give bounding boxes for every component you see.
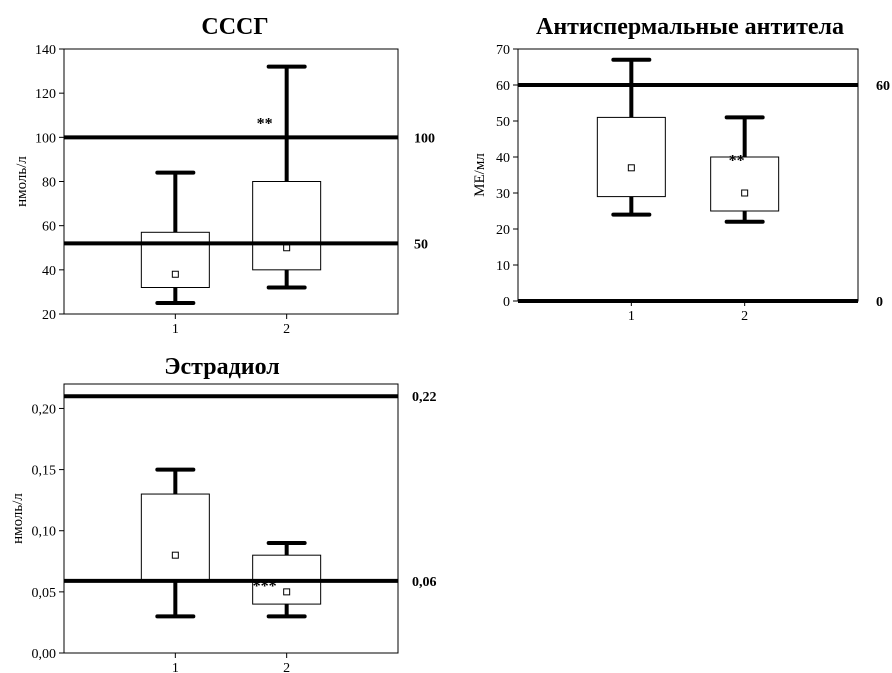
reference-line-label: 50 [414,237,428,252]
x-tick-label: 1 [628,309,635,324]
iqr-box [596,116,666,198]
box-1 [140,170,210,305]
median-marker [627,164,635,172]
x-tick-label: 1 [172,322,179,337]
reference-line-label: 0 [876,295,883,310]
y-tick-label: 20 [42,308,56,323]
y-tick-label: 0 [503,295,510,310]
y-tick-label: 0,05 [32,586,57,601]
iqr-box [140,493,210,581]
significance-annotation: ** [729,152,745,169]
reference-line-label: 0,06 [412,575,437,590]
box-2: ** [252,64,322,290]
y-tick-label: 140 [35,43,56,58]
y-tick-label: 100 [35,131,56,146]
iqr-box [710,156,780,212]
y-tick-label: 120 [35,87,56,102]
x-tick-label: 2 [283,661,290,673]
reference-line-label: 60 [876,79,890,94]
x-tick-label: 1 [172,661,179,673]
x-tick-label: 2 [741,309,748,324]
chart-title: Антиспермальные антитела [536,14,844,40]
y-axis-label: нмоль/л [14,156,30,207]
y-tick-label: 30 [496,187,510,202]
y-tick-label: 10 [496,259,510,274]
plot-frame [63,48,399,315]
y-tick-label: 40 [42,264,56,279]
plot-frame [63,383,399,654]
y-axis-label: нмоль/л [10,493,26,544]
box-2: ** [710,115,780,224]
reference-line-label: 100 [414,131,435,146]
y-tick-label: 50 [496,115,510,130]
median-marker [171,551,179,559]
box-1 [596,57,666,217]
x-tick-label: 2 [283,322,290,337]
y-tick-label: 0,15 [32,464,57,479]
chart-title: СССГ [201,14,268,40]
significance-annotation: ** [257,116,273,133]
iqr-box [140,231,210,289]
median-marker [283,588,291,596]
iqr-box [252,181,322,271]
reference-line-label: 0,22 [412,390,437,405]
y-axis-label: МЕ/мл [472,153,488,197]
chart-title: Эстрадиол [164,354,279,380]
box-1 [140,467,210,619]
y-tick-label: 80 [42,176,56,191]
chart-panel-2: Антиспермальные антитела010203040506070М… [472,14,890,324]
chart-panel-1: СССГ 20 40 60 80 100 120 140 нмоль/л 1 2 ** 100 50 [14,14,435,337]
median-marker [171,270,179,278]
y-tick-label: 60 [496,79,510,94]
median-marker [741,189,749,197]
y-tick-label: 0,10 [32,525,57,540]
y-tick-label: 20 [496,223,510,238]
y-tick-label: 40 [496,151,510,166]
y-tick-label: 0,20 [32,402,57,417]
median-marker [283,244,291,252]
y-tick-label: 60 [42,220,56,235]
y-tick-label: 0,00 [32,647,57,662]
y-tick-label: 70 [496,43,510,58]
